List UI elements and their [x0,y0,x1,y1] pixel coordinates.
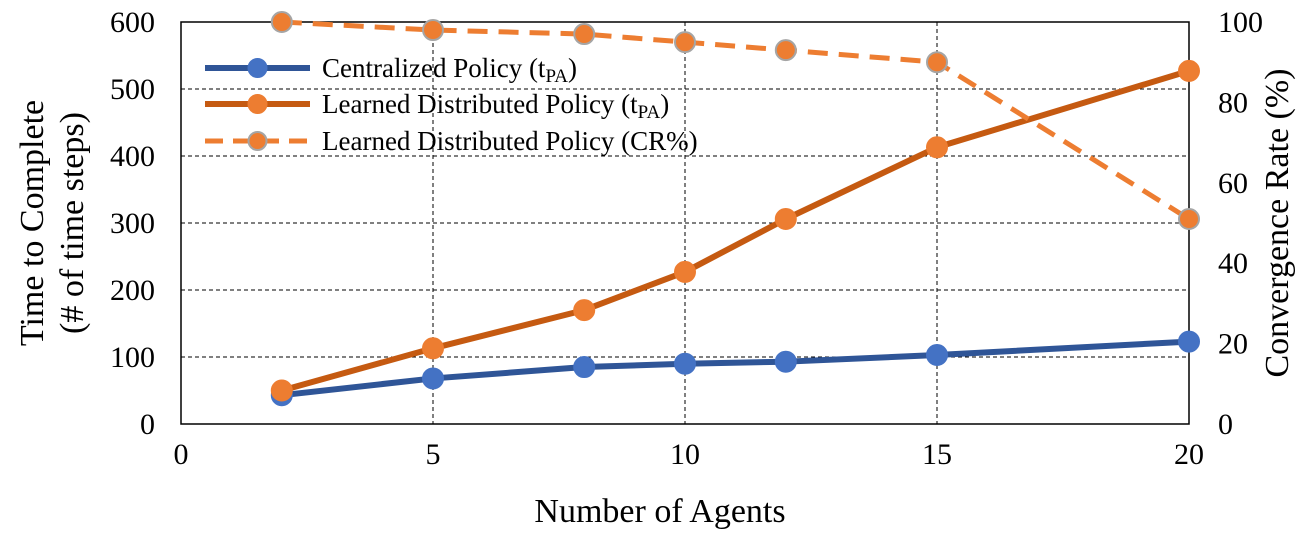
x-tick-label: 5 [426,438,441,471]
series [270,11,1200,407]
series-point-2 [674,31,696,54]
series-point-0 [573,356,596,379]
y-axis-title-right: Convergence Rate (%) [1259,68,1296,377]
x-tick-label: 15 [922,438,952,471]
y-left-tick-label: 0 [140,408,155,441]
y-right-tick-label: 40 [1218,247,1248,280]
y-right-tick-label: 80 [1218,86,1248,119]
series-point-1 [674,260,696,283]
x-tick-label: 20 [1174,438,1204,471]
series-point-1 [573,299,596,322]
series-point-1 [270,379,293,402]
series-point-2 [573,23,596,46]
series-point-1 [774,207,797,230]
legend-label-1: Learned Distributed Policy (tPA) [322,89,669,123]
series-point-1 [1178,59,1200,82]
legend-label-0: Centralized Policy (tPA) [322,53,577,87]
series-point-0 [674,352,696,375]
y-right-tick-label: 20 [1218,328,1248,361]
grid [181,22,1189,424]
x-tick-label: 10 [670,438,700,471]
legend-marker-2 [247,131,268,151]
y-axis-title-left-line-2: (# of time steps) [54,112,91,334]
x-axis-title: Number of Agents [534,493,785,530]
y-left-tick-label: 100 [110,341,155,374]
y-right-tick-label: 60 [1218,167,1248,200]
y-right-tick-label: 100 [1218,6,1263,39]
series-line-2 [281,19,1191,222]
series-point-2 [270,11,293,33]
legend-marker-0 [247,58,268,78]
y-left-tick-label: 300 [110,207,155,240]
series-point-2 [774,39,797,62]
y-left-tick-label: 200 [110,274,155,307]
y-left-tick-label: 400 [110,140,155,173]
series-1 [270,59,1200,402]
series-2 [270,11,1200,230]
series-point-2 [422,19,444,42]
series-point-0 [926,343,948,366]
legend-label-2: Learned Distributed Policy (CR%) [322,126,698,156]
y-left-tick-label: 500 [110,73,155,106]
series-point-1 [422,337,444,360]
y-right-tick-label: 0 [1218,408,1233,441]
series-point-0 [1178,330,1200,353]
series-point-0 [774,350,797,373]
legend: Centralized Policy (tPA)Learned Distribu… [205,53,698,156]
y-left-tick-label: 600 [110,6,155,39]
series-0 [270,330,1200,407]
legend-marker-1 [247,94,268,114]
y-axis-title-left-line-1: Time to Complete [14,100,51,346]
series-point-2 [1178,207,1200,230]
x-tick-label: 0 [174,438,189,471]
series-point-2 [926,51,948,74]
series-point-1 [926,136,948,159]
series-point-0 [422,367,444,390]
